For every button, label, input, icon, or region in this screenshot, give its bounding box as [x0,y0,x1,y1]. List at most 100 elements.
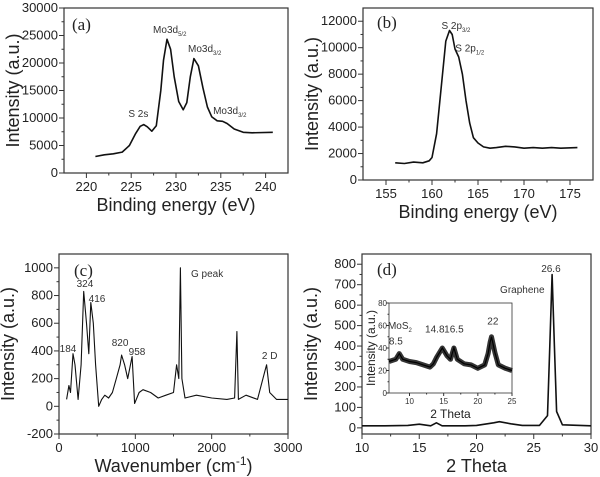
y-tick-label: 2000 [328,146,357,161]
y-tick-label: 0 [46,398,53,413]
y-tick-label: 12000 [321,13,357,28]
y-tick-label: 10000 [321,40,357,55]
x-axis-label-superscript: -1 [236,454,247,468]
annotation-label: 8.5 [389,337,403,348]
panel-label: (d) [377,260,397,279]
annotation-label: Graphene [500,285,545,296]
annotation-label: 14.8 [425,324,445,335]
inset-chart: 10 15 20 25 0 20 40 60 80 2 Theta Intensity (a.u.)… [364,299,517,421]
x-tick-label: 235 [210,179,232,194]
annotation-label: 26.6 [541,264,561,275]
x-tick-label: 225 [120,179,142,194]
annotation-label: 416 [89,294,106,305]
x-tick-label: 165 [467,186,489,201]
y-tick-label: 8000 [328,66,357,81]
y-tick-label: 400 [334,338,356,353]
annotation-label: 16.5 [444,324,464,335]
data-series-line [66,267,288,407]
y-tick-label: 80 [378,299,387,308]
annotation-label: 22 [487,316,499,327]
y-tick-label: 0 [349,420,356,435]
x-tick-label: 0 [55,440,62,455]
annotation-subscript: 3/2 [213,51,222,57]
chart-panel: 155 160 165 170 175 0 2000 4000 6000 8000 10000 120… [302,7,594,222]
panel-label: (a) [72,15,91,34]
y-tick-label: 600 [334,297,356,312]
annotation-label: G peak [191,269,224,280]
x-tick-label: 160 [421,186,443,201]
annotation-subscript: 2 [409,328,413,334]
y-axis-label: Intensity (a.u.) [301,287,321,401]
y-tick-label: 500 [334,318,356,333]
x-tick-label: 155 [375,186,397,201]
x-tick-label: 220 [76,179,98,194]
data-series-line [395,29,578,165]
x-tick-label: 230 [165,179,187,194]
x-tick-label: 20 [469,440,483,455]
y-tick-label: 700 [334,277,356,292]
x-tick-label: 25 [527,440,541,455]
x-axis-label: Binding energy (eV) [96,195,255,215]
x-tick-label: 170 [513,186,535,201]
y-tick-label: 10000 [22,110,58,125]
annotation-label: 958 [129,347,146,358]
x-tick-label: 20 [473,397,482,406]
x-tick-label: 15 [412,440,426,455]
annotation-subscript: 1/2 [476,51,485,57]
x-tick-label: 2000 [197,440,226,455]
y-axis-label: Intensity (a.u.) [364,310,378,386]
x-tick-label: 10 [355,440,369,455]
y-tick-label: 200 [334,379,356,394]
chart-panel: 220 225 230 235 240 0 5000 10000 15000 20000 25000… [3,0,289,215]
x-axis-label: Wavenumber (cm-1) [94,454,252,476]
y-tick-label: 200 [31,371,53,386]
x-tick-label: 1000 [121,440,150,455]
plot-frame [362,7,594,181]
annotation-label: 184 [60,344,77,355]
y-tick-label: 400 [31,343,53,358]
panel-label: (b) [377,13,397,32]
y-tick-label: 600 [31,315,53,330]
y-tick-label: 0 [350,172,357,187]
annotation-label: S 2s [128,109,148,120]
x-tick-label: 25 [508,397,517,406]
y-tick-label: 800 [334,256,356,271]
y-tick-label: 40 [378,344,387,353]
annotation-label: MoS2 [388,321,413,334]
y-axis-label: Intensity (a.u.) [302,37,322,151]
x-tick-label: 3000 [274,440,303,455]
y-tick-label: 100 [334,399,356,414]
x-tick-label: 10 [405,397,414,406]
panel-label: (c) [74,261,93,280]
annotation-subscript: 5/2 [178,32,187,38]
y-tick-label: 300 [334,359,356,374]
y-tick-label: 60 [378,322,387,331]
y-tick-label: 1000 [24,260,53,275]
annotation-label: 324 [77,279,94,290]
y-tick-label: 6000 [328,93,357,108]
x-tick-label: 240 [255,179,277,194]
y-tick-label: 25000 [22,28,58,43]
y-tick-label: 0 [383,389,388,398]
data-series-line [95,38,273,158]
y-tick-label: 5000 [29,138,58,153]
annotation-label: 820 [112,338,129,349]
annotation-subscript: 3/2 [462,28,471,34]
y-tick-label: 800 [31,288,53,303]
x-tick-label: 175 [559,186,581,201]
annotation-subscript: 3/2 [238,113,247,119]
x-tick-label: 15 [439,397,448,406]
plot-frame [58,253,289,435]
data-series-line [362,273,592,427]
y-tick-label: 4000 [328,119,357,134]
chart-panel: 0 1000 2000 3000-20002004006008001000Wavenu… [0,253,303,476]
data-series-line-core [388,336,513,372]
x-tick-label: 30 [584,440,598,455]
y-tick-label: 20000 [22,55,58,70]
x-axis-label: 2 Theta [430,407,471,421]
x-axis-label: Binding energy (eV) [398,202,557,222]
y-axis-label: Intensity (a.u.) [3,33,23,147]
x-axis-label: 2 Theta [446,456,508,476]
y-tick-label: 20 [378,367,387,376]
